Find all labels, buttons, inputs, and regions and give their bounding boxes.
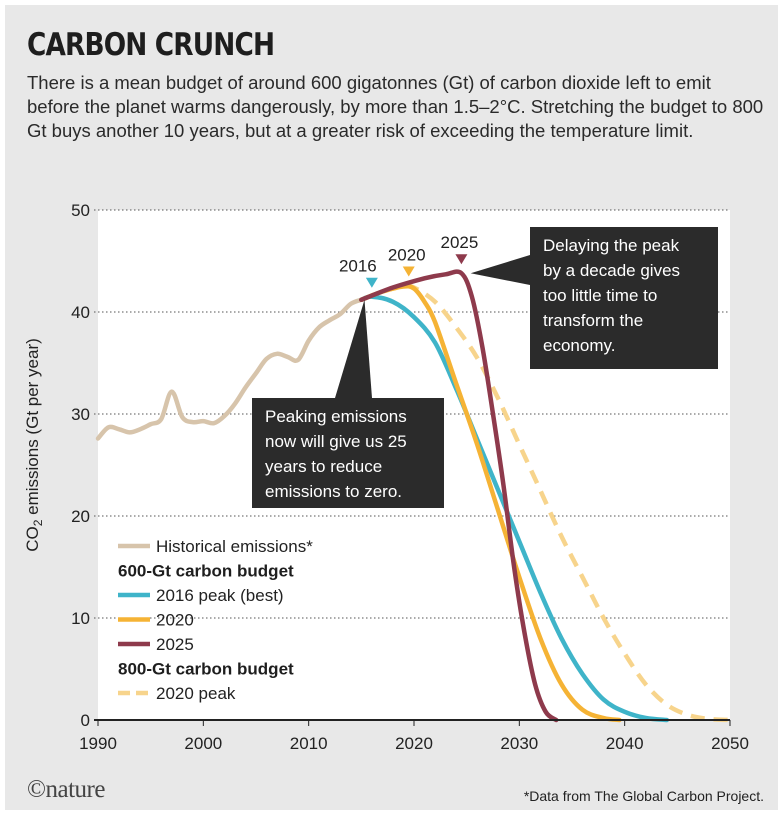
legend-heading: 800-Gt carbon budget [118, 660, 294, 679]
y-tick-label: 50 [71, 201, 90, 220]
legend-entry-3: 2020 [118, 611, 194, 630]
x-tick-label: 2040 [606, 734, 644, 753]
peak-marker-triangle [455, 254, 468, 265]
annotation-delay: Delaying the peak by a decade gives too li… [470, 227, 718, 369]
nature-logo: ©nature [27, 776, 105, 803]
annotation-text: Delaying the peak by a decade gives too li… [543, 236, 680, 355]
y-tick-label: 20 [71, 507, 90, 526]
chart-subtitle: There is a mean budget of around 600 gig… [27, 72, 764, 141]
y-tick-label: 40 [71, 303, 90, 322]
peak-marker-label: 2025 [440, 233, 478, 252]
annotation-box [252, 398, 444, 508]
x-tick-label: 2030 [500, 734, 538, 753]
x-tick-label: 2000 [184, 734, 222, 753]
series-line-2025 [359, 269, 559, 723]
legend-entry-6: 2020 peak [118, 684, 236, 703]
annotation-pointer [470, 255, 530, 285]
peak-marker-triangle [402, 266, 415, 277]
y-tick-label: 0 [81, 711, 90, 730]
peak-marker-label: 2020 [388, 245, 426, 264]
annotation-text: Peaking emissions now will give us 25 year… [265, 407, 407, 501]
x-tick-label: 2050 [711, 734, 749, 753]
annotation-pointer [335, 299, 372, 398]
legend-entry-2: 2016 peak (best) [118, 586, 284, 605]
annotation-peak-now: Peaking emissions now will give us 25 year… [252, 299, 444, 508]
legend-heading: 600-Gt carbon budget [118, 562, 294, 581]
legend-entry-5: 800-Gt carbon budget [118, 660, 294, 679]
legend-label: 2020 peak [156, 684, 236, 703]
chart-title: CARBON CRUNCH [27, 27, 275, 63]
series-line-historical-emissions- [95, 297, 364, 441]
data-footnote: *Data from The Global Carbon Project. [523, 788, 764, 804]
legend-entry-1: 600-Gt carbon budget [118, 562, 294, 581]
y-axis-label: CO2 emissions (Gt per year) [23, 338, 45, 552]
legend-entry-0: Historical emissions* [118, 537, 313, 556]
x-tick-label: 1990 [79, 734, 117, 753]
legend-label: 2025 [156, 635, 194, 654]
y-tick-label: 30 [71, 405, 90, 424]
y-tick-label: 10 [71, 609, 90, 628]
peak-marker-label: 2016 [339, 257, 377, 276]
legend-label: 2020 [156, 611, 194, 630]
legend-label: Historical emissions* [156, 537, 313, 556]
legend-label: 2016 peak (best) [156, 586, 284, 605]
peak-marker-triangle [365, 277, 378, 288]
annotation-box [530, 227, 718, 369]
x-tick-label: 2020 [395, 734, 433, 753]
series-line-2020 [359, 284, 622, 723]
legend-entry-4: 2025 [118, 635, 194, 654]
x-tick-label: 2010 [290, 734, 328, 753]
